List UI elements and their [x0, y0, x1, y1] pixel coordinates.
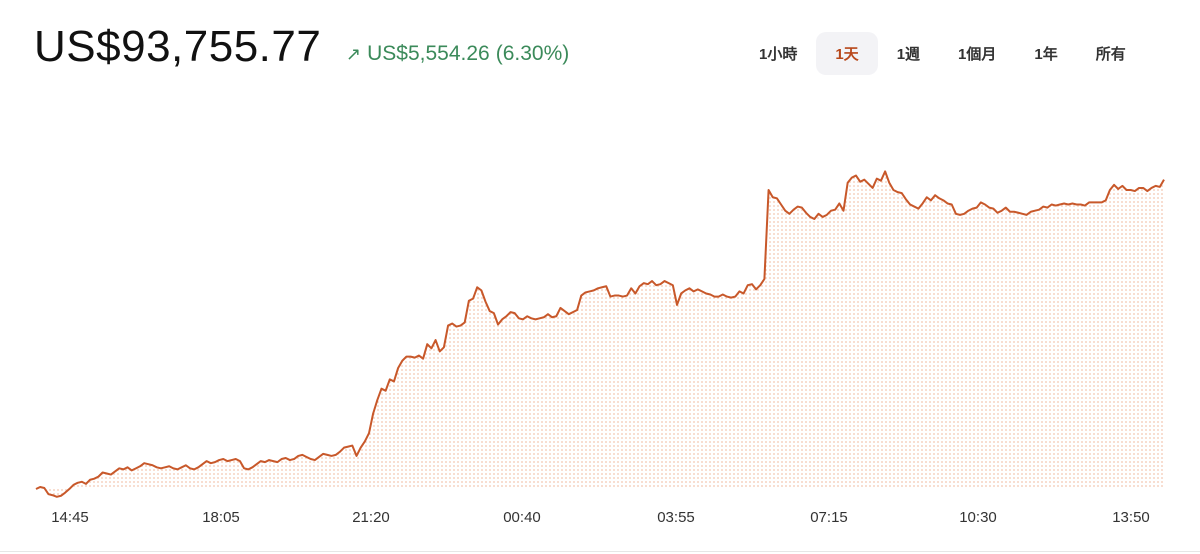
chart-bottom-border: [0, 551, 1200, 552]
x-tick-label: 00:40: [503, 509, 541, 526]
range-tab-1d[interactable]: 1天: [816, 32, 878, 75]
range-tab-1y[interactable]: 1年: [1034, 46, 1058, 63]
change-percent: (6.30%): [495, 42, 570, 65]
range-tab-1w[interactable]: 1週: [896, 46, 921, 63]
range-tab-all[interactable]: 所有: [1095, 46, 1126, 63]
price-area-fill: [36, 171, 1164, 497]
arrow-up-right-icon: ↗: [346, 43, 362, 64]
x-tick-label: 07:15: [810, 509, 848, 526]
time-range-tabs: 1小時 1天 1週 1個月 1年 所有: [740, 32, 1145, 75]
price-line: [35, 170, 1165, 498]
range-tab-1m[interactable]: 1個月: [958, 46, 997, 63]
x-tick-label: 10:30: [959, 509, 997, 526]
range-tab-1h[interactable]: 1小時: [759, 46, 798, 63]
x-tick-label: 14:45: [51, 509, 89, 526]
x-tick-label: 21:20: [352, 509, 390, 526]
x-tick-label: 03:55: [657, 509, 695, 526]
change-amount: US$5,554.26: [367, 42, 490, 65]
current-price: US$93,755.77: [34, 22, 322, 71]
price-change: ↗ US$5,554.26 (6.30%): [346, 42, 569, 66]
x-tick-label: 18:05: [202, 509, 240, 526]
x-tick-label: 13:50: [1112, 509, 1150, 526]
